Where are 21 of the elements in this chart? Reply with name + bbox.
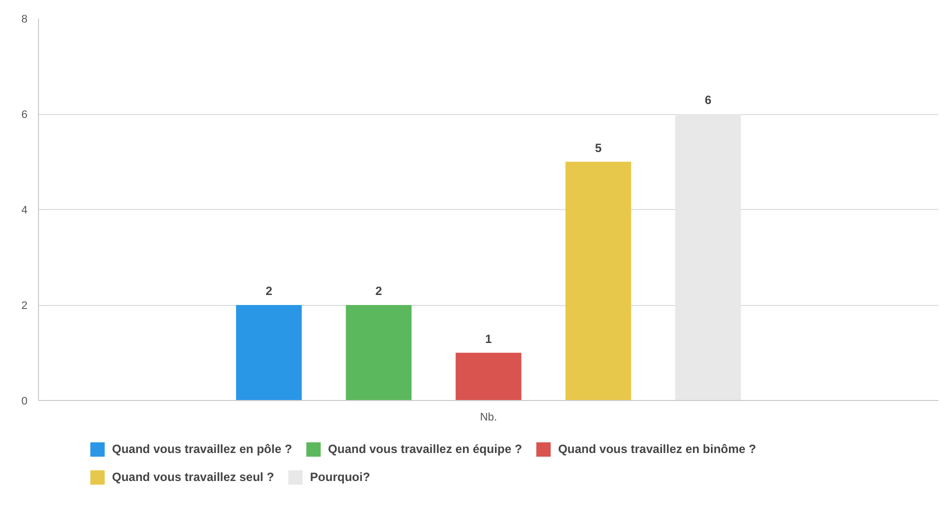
data-label: 2 [375,284,382,298]
bar [346,305,412,400]
bar [565,162,632,400]
y-tick-label: 4 [21,204,28,216]
legend-label: Quand vous travaillez seul ? [112,469,274,486]
x-tick-label: Nb. [480,412,498,424]
data-label: 5 [594,140,602,155]
data-label: 6 [704,93,712,107]
legend-label: Quand vous travaillez en binôme ? [558,441,756,458]
legend-label: Quand vous travaillez en équipe ? [328,441,522,458]
data-label: 2 [266,284,273,298]
data-label: 1 [485,332,492,346]
bar [675,114,741,400]
legend-label: Pourquoi? [310,469,370,486]
y-tick-label: 0 [21,396,28,408]
y-tick-label: 2 [21,300,28,312]
y-tick-label: 8 [21,14,28,26]
legend-label: Quand vous travaillez en pôle ? [112,441,292,458]
y-tick-label: 6 [21,109,28,121]
bar [236,305,302,400]
bar [456,352,522,400]
